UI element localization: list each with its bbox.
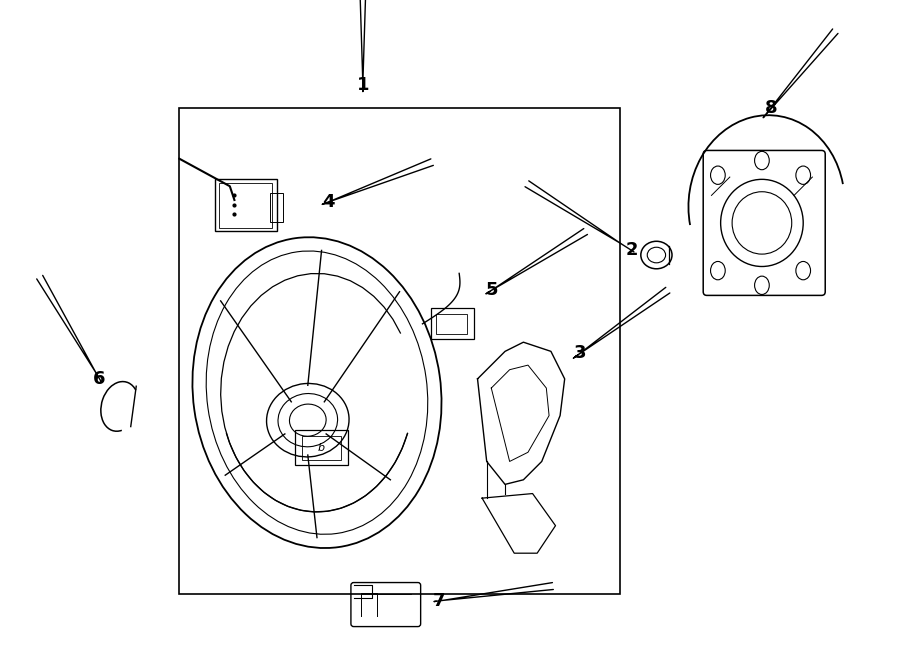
Text: 6: 6 — [94, 370, 106, 388]
Text: 2: 2 — [626, 241, 638, 259]
Text: b: b — [318, 443, 325, 453]
Text: 7: 7 — [433, 592, 446, 610]
Text: 8: 8 — [765, 99, 778, 117]
Text: 4: 4 — [323, 193, 335, 211]
Bar — [179, 108, 620, 594]
Text: 1: 1 — [356, 76, 369, 95]
Text: 3: 3 — [574, 344, 587, 362]
Text: 5: 5 — [486, 281, 499, 299]
